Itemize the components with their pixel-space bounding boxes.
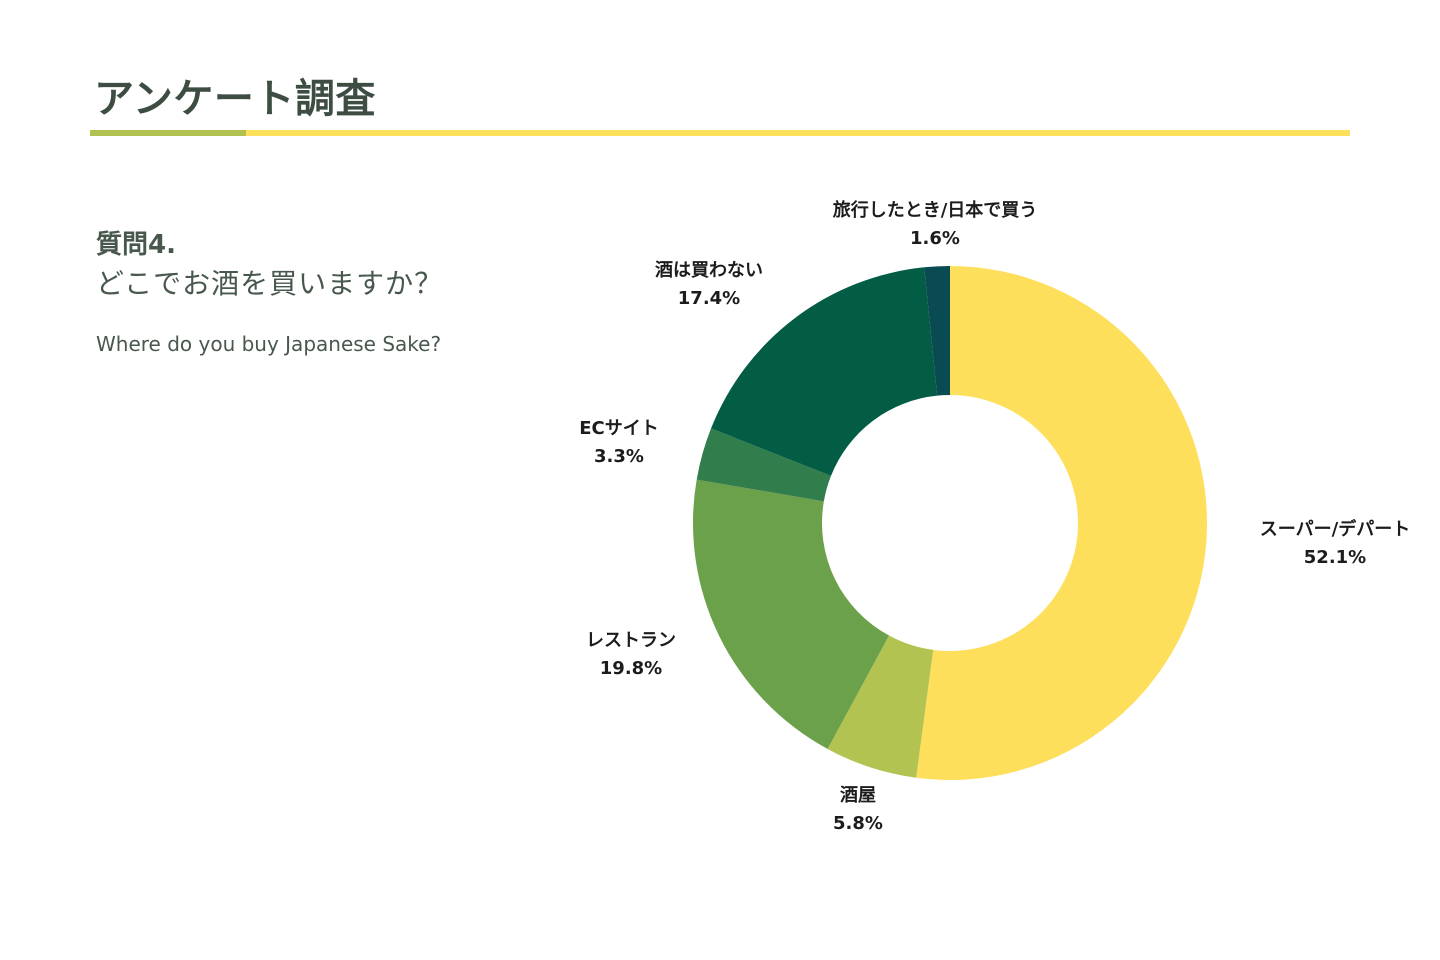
title-underline-accent xyxy=(90,130,246,136)
slice-1-label: スーパー/デパート xyxy=(1260,518,1410,540)
slice-5-value-label: 17.4% xyxy=(678,288,740,309)
question-english: Where do you buy Japanese Sake? xyxy=(96,332,442,356)
slice-2-label: 酒屋 xyxy=(840,784,876,806)
slice-6-value-label: 1.6% xyxy=(910,228,960,249)
slice-2-value-label: 5.8% xyxy=(833,813,883,834)
donut-slices xyxy=(693,266,1207,780)
page-title: アンケート調査 xyxy=(94,76,376,122)
slice-5-label: 酒は買わない xyxy=(655,259,763,281)
slice-4-label: ECサイト xyxy=(579,418,659,439)
slice-3-value-label: 19.8% xyxy=(600,658,662,679)
donut-slice-5 xyxy=(711,267,938,476)
donut-slice-6 xyxy=(924,266,950,396)
title-underline-main xyxy=(90,130,1350,136)
slice-3-label: レストラン xyxy=(586,630,676,651)
donut-slice-2 xyxy=(827,635,934,778)
donut-labels: スーパー/デパート 52.1% 酒屋 5.8% レストラン 19.8% ECサイト 3.3% 酒… xyxy=(579,199,1410,834)
title-underline xyxy=(90,130,1350,136)
question-text: どこでお酒を買いますか？ xyxy=(96,267,444,300)
slice-4-value-label: 3.3% xyxy=(594,446,644,467)
slice-6-label: 旅行したとき/日本で買う xyxy=(833,199,1038,221)
question-number: 質問4. xyxy=(96,230,176,260)
donut-slice-3 xyxy=(693,479,890,749)
donut-slice-1 xyxy=(916,266,1207,780)
slice-1-value-label: 52.1% xyxy=(1304,547,1366,568)
donut-slice-4 xyxy=(696,428,831,502)
